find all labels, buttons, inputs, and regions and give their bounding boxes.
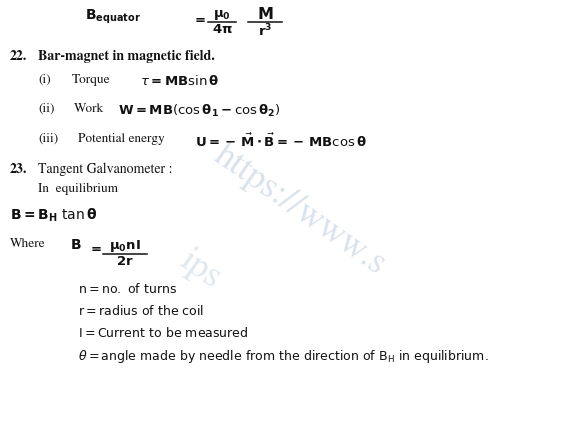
- Text: In  equilibrium: In equilibrium: [38, 183, 118, 195]
- Text: $\mathbf{B = B_H\ \tan\theta}$: $\mathbf{B = B_H\ \tan\theta}$: [10, 207, 98, 224]
- Text: Where: Where: [10, 238, 45, 250]
- Text: Torque: Torque: [72, 74, 111, 86]
- Text: $\tau\mathbf{= MB\sin\theta}$: $\tau\mathbf{= MB\sin\theta}$: [140, 74, 219, 88]
- Text: $\mathrm{n = no.\ of\ turns}$: $\mathrm{n = no.\ of\ turns}$: [78, 282, 177, 296]
- Text: 22.: 22.: [10, 50, 27, 63]
- Text: Work: Work: [74, 103, 104, 115]
- Text: ips: ips: [173, 244, 227, 296]
- Text: Bar-magnet in magnetic field.: Bar-magnet in magnetic field.: [38, 50, 215, 63]
- Text: $\mathbf{W = MB\left(\cos\theta_1 - \cos\theta_2\right)}$: $\mathbf{W = MB\left(\cos\theta_1 - \cos…: [118, 103, 281, 119]
- Text: $\mathbf{2r}$: $\mathbf{2r}$: [116, 255, 134, 268]
- Text: https://www.s: https://www.s: [208, 139, 392, 281]
- Text: $\mathbf{\mu_0}$: $\mathbf{\mu_0}$: [213, 8, 231, 22]
- Text: $\mathbf{r^3}$: $\mathbf{r^3}$: [258, 23, 272, 40]
- Text: (iii): (iii): [38, 133, 58, 145]
- Text: $\mathrm{r = radius\ of\ the\ coil}$: $\mathrm{r = radius\ of\ the\ coil}$: [78, 304, 204, 318]
- Text: $\mathbf{B}_{\mathbf{equator}}$: $\mathbf{B}_{\mathbf{equator}}$: [85, 8, 141, 26]
- Text: Tangent Galvanometer :: Tangent Galvanometer :: [38, 163, 173, 176]
- Text: Potential energy: Potential energy: [78, 133, 165, 145]
- Text: $\mathbf{=}$: $\mathbf{=}$: [192, 12, 206, 25]
- Text: $\mathbf{B}$: $\mathbf{B}$: [70, 238, 82, 252]
- Text: $\mathbf{=}$: $\mathbf{=}$: [88, 241, 102, 254]
- Text: $\mathbf{\mu_0 nI}$: $\mathbf{\mu_0 nI}$: [109, 238, 141, 254]
- Text: $\theta \mathrm{= angle\ made\ by\ needle\ from\ the\ direction\ of\ B_H\ in\ eq: $\theta \mathrm{= angle\ made\ by\ needl…: [78, 348, 488, 365]
- Text: 23.: 23.: [10, 163, 28, 176]
- Text: $\mathrm{I = Current\ to\ be\ measured}$: $\mathrm{I = Current\ to\ be\ measured}$: [78, 326, 249, 340]
- Text: (i): (i): [38, 74, 51, 86]
- Text: $\mathbf{M}$: $\mathbf{M}$: [257, 6, 273, 22]
- Text: (ii): (ii): [38, 103, 55, 115]
- Text: $\mathbf{U = -\,\vec{M}\cdot\vec{B} = -\,MB\cos\theta}$: $\mathbf{U = -\,\vec{M}\cdot\vec{B} = -\…: [195, 133, 367, 150]
- Text: $\mathbf{4\pi}$: $\mathbf{4\pi}$: [212, 23, 232, 36]
